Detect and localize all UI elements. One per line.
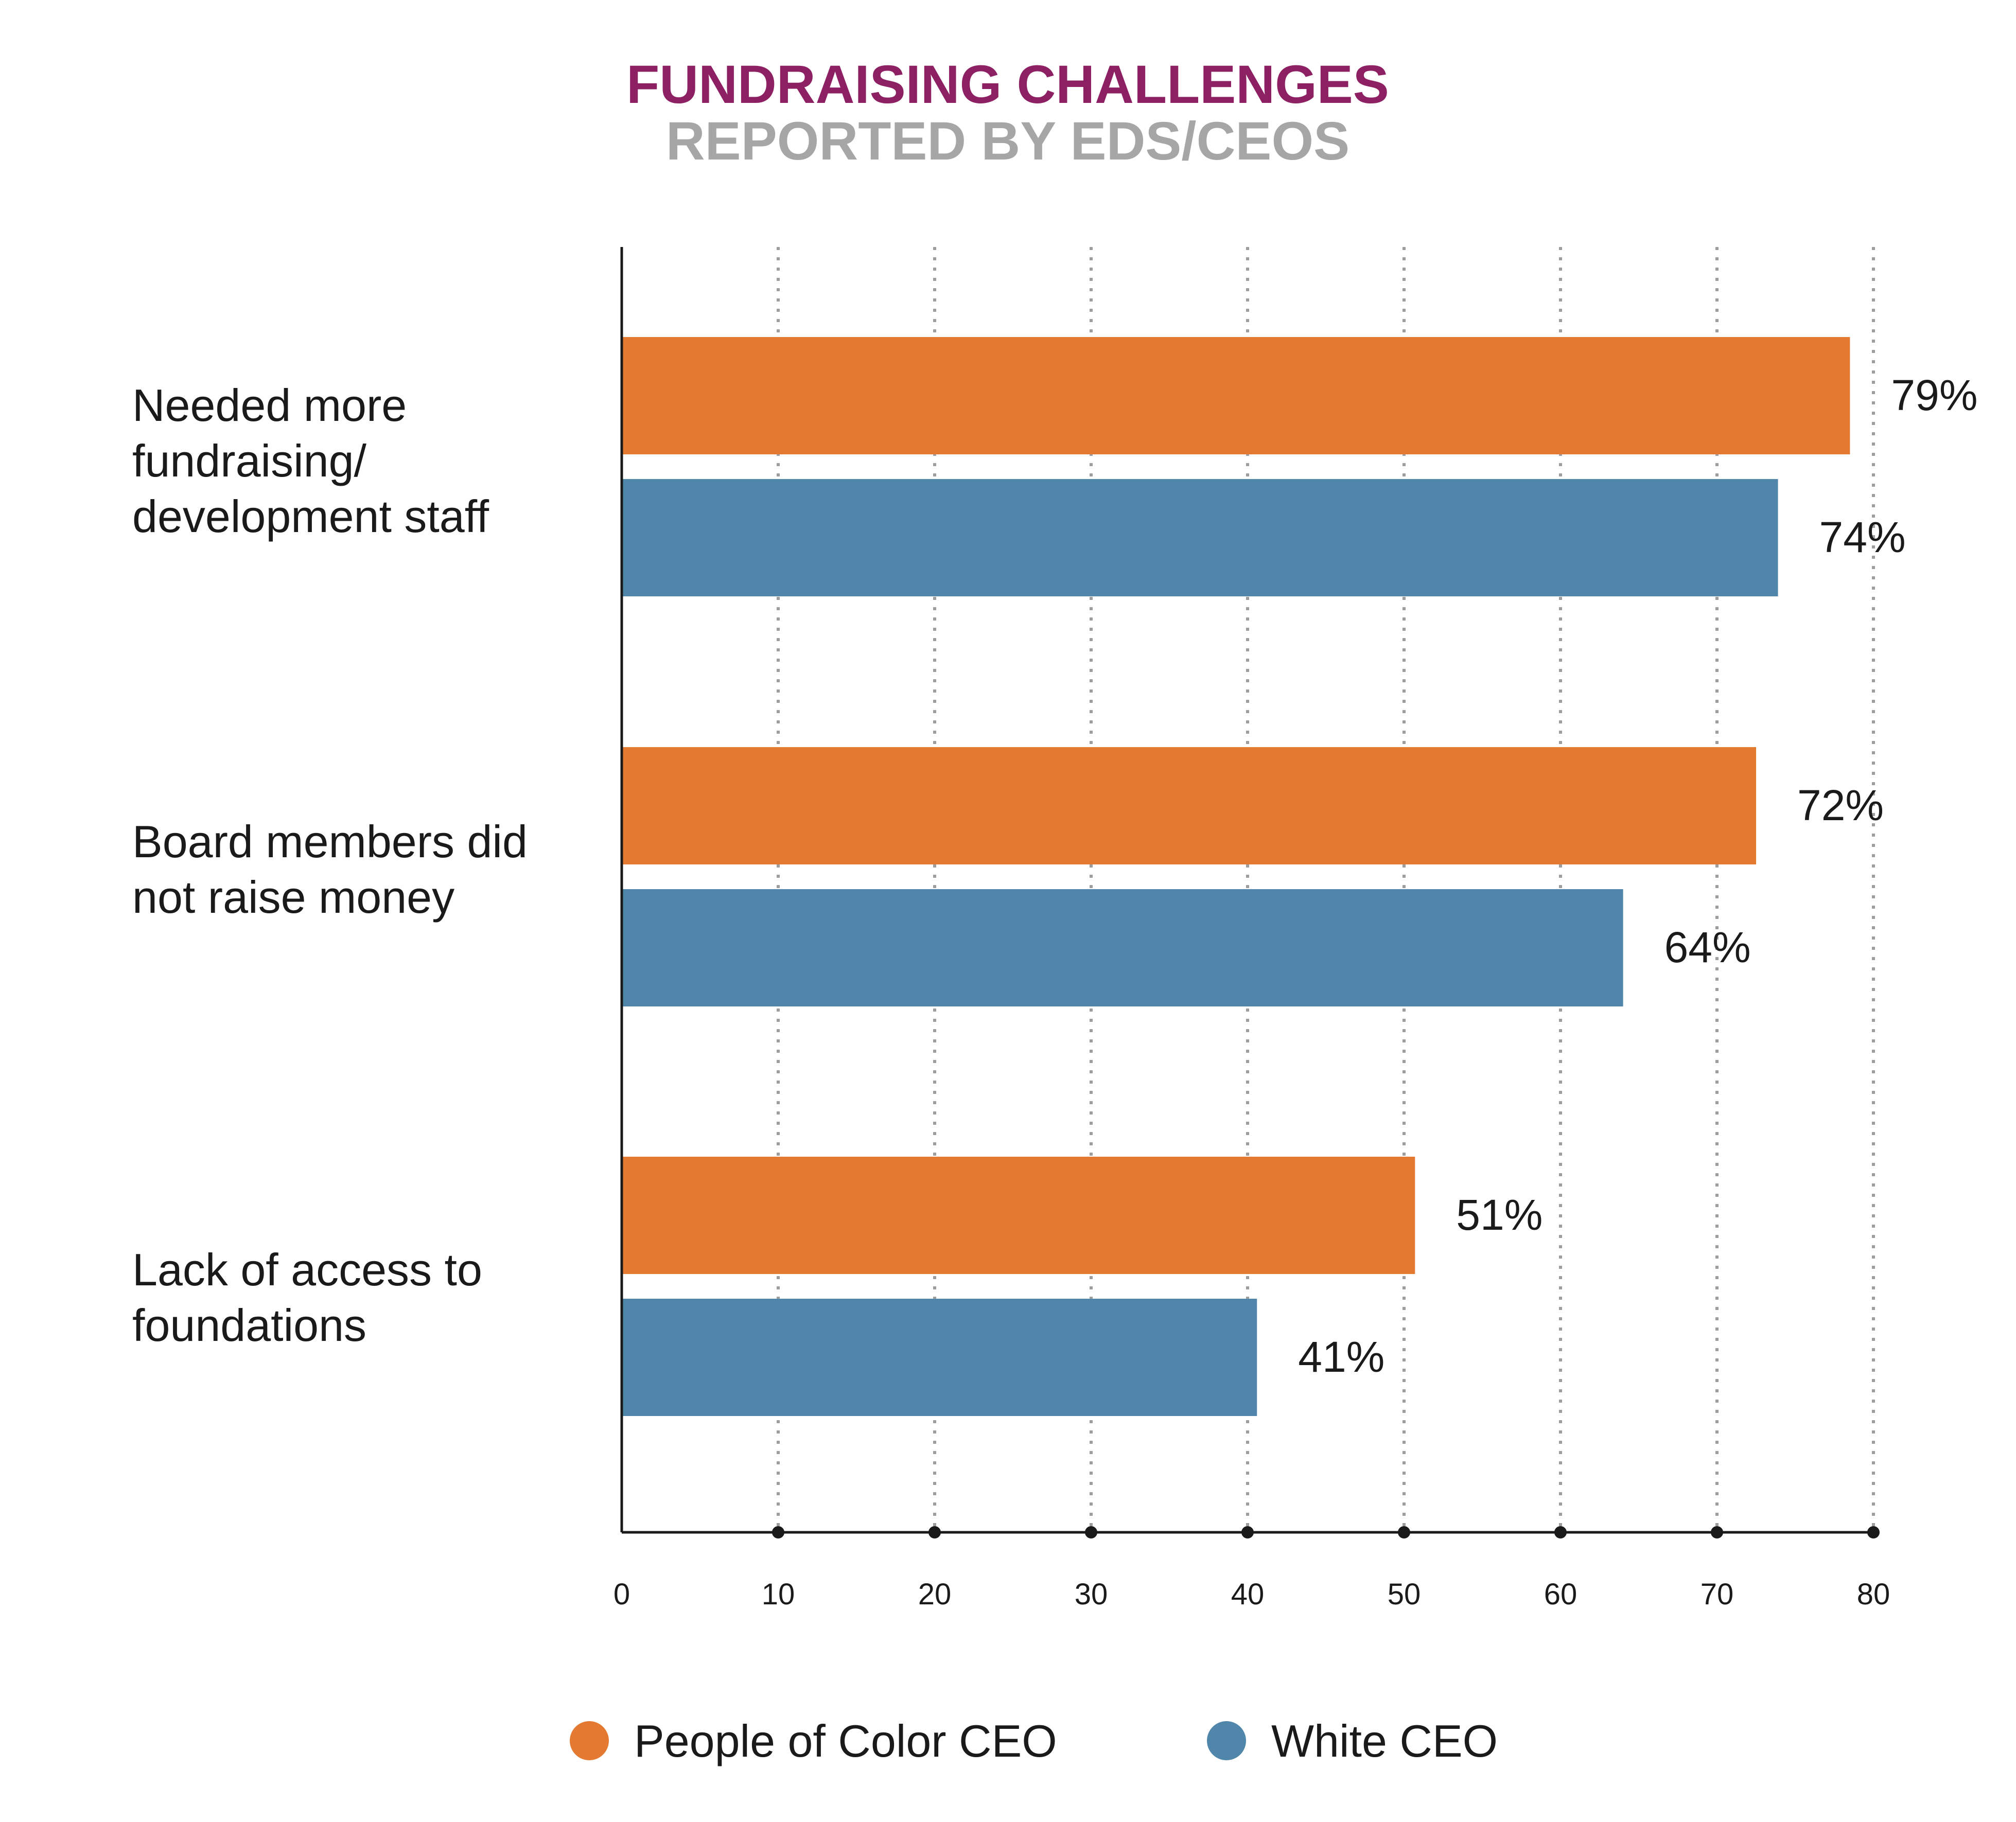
value-label-white-ceo-2: 41% xyxy=(1298,1333,1384,1381)
tick-label-40: 40 xyxy=(1231,1578,1265,1611)
tick-dot-40 xyxy=(1241,1526,1254,1538)
tick-dot-70 xyxy=(1711,1526,1723,1538)
category-label-line: Board members did xyxy=(132,816,528,867)
bar-white-ceo-2 xyxy=(622,1299,1257,1416)
tick-dot-30 xyxy=(1085,1526,1097,1538)
tick-label-10: 10 xyxy=(762,1578,795,1611)
tick-label-0: 0 xyxy=(613,1578,630,1611)
legend-label-white-ceo: White CEO xyxy=(1271,1715,1498,1766)
legend-swatch-people-of-color-ceo xyxy=(570,1721,609,1760)
tick-label-50: 50 xyxy=(1388,1578,1421,1611)
category-label-line: fundraising/ xyxy=(132,435,367,486)
bar-people-of-color-ceo-2 xyxy=(622,1157,1415,1274)
value-label-white-ceo-0: 74% xyxy=(1819,513,1906,561)
tick-dot-20 xyxy=(928,1526,941,1538)
tick-dot-10 xyxy=(772,1526,784,1538)
tick-dot-50 xyxy=(1398,1526,1410,1538)
chart-subtitle: REPORTED BY EDS/CEOS xyxy=(666,111,1349,171)
tick-label-60: 60 xyxy=(1544,1578,1577,1611)
bar-white-ceo-1 xyxy=(622,889,1623,1006)
legend: People of Color CEO White CEO xyxy=(570,1715,1498,1766)
tick-label-80: 80 xyxy=(1857,1578,1890,1611)
tick-label-70: 70 xyxy=(1701,1578,1734,1611)
category-label-1: Board members did not raise money xyxy=(132,816,528,923)
value-label-people-of-color-ceo-2: 51% xyxy=(1456,1191,1542,1239)
bars-group xyxy=(622,337,1850,1416)
category-label-line: Needed more xyxy=(132,380,407,431)
x-axis-ticks: 0 10 20 30 40 50 60 70 80 xyxy=(613,1526,1890,1611)
tick-label-20: 20 xyxy=(918,1578,952,1611)
legend-label-people-of-color-ceo: People of Color CEO xyxy=(634,1715,1057,1766)
bar-white-ceo-0 xyxy=(622,479,1778,596)
value-label-people-of-color-ceo-1: 72% xyxy=(1797,781,1884,829)
legend-swatch-white-ceo xyxy=(1207,1721,1246,1760)
category-label-line: Lack of access to xyxy=(132,1244,482,1295)
value-label-people-of-color-ceo-0: 79% xyxy=(1891,371,1977,419)
bar-people-of-color-ceo-1 xyxy=(622,747,1756,864)
chart-title: FUNDRAISING CHALLENGES xyxy=(626,55,1389,115)
tick-dot-80 xyxy=(1867,1526,1880,1538)
category-labels: Needed more fundraising/development staff… xyxy=(132,380,528,1351)
bar-people-of-color-ceo-0 xyxy=(622,337,1850,454)
category-label-2: Lack of access to foundations xyxy=(132,1244,482,1351)
category-label-line: development staff xyxy=(132,491,489,542)
category-label-line: not raise money xyxy=(132,872,454,923)
value-label-white-ceo-1: 64% xyxy=(1664,923,1751,971)
tick-label-30: 30 xyxy=(1075,1578,1108,1611)
category-label-0: Needed more fundraising/development staff xyxy=(132,380,489,542)
category-label-line: foundations xyxy=(132,1300,366,1351)
value-labels-group: 79% 74% 72% 64% 51% 41% xyxy=(1298,371,1977,1381)
tick-dot-60 xyxy=(1554,1526,1567,1538)
